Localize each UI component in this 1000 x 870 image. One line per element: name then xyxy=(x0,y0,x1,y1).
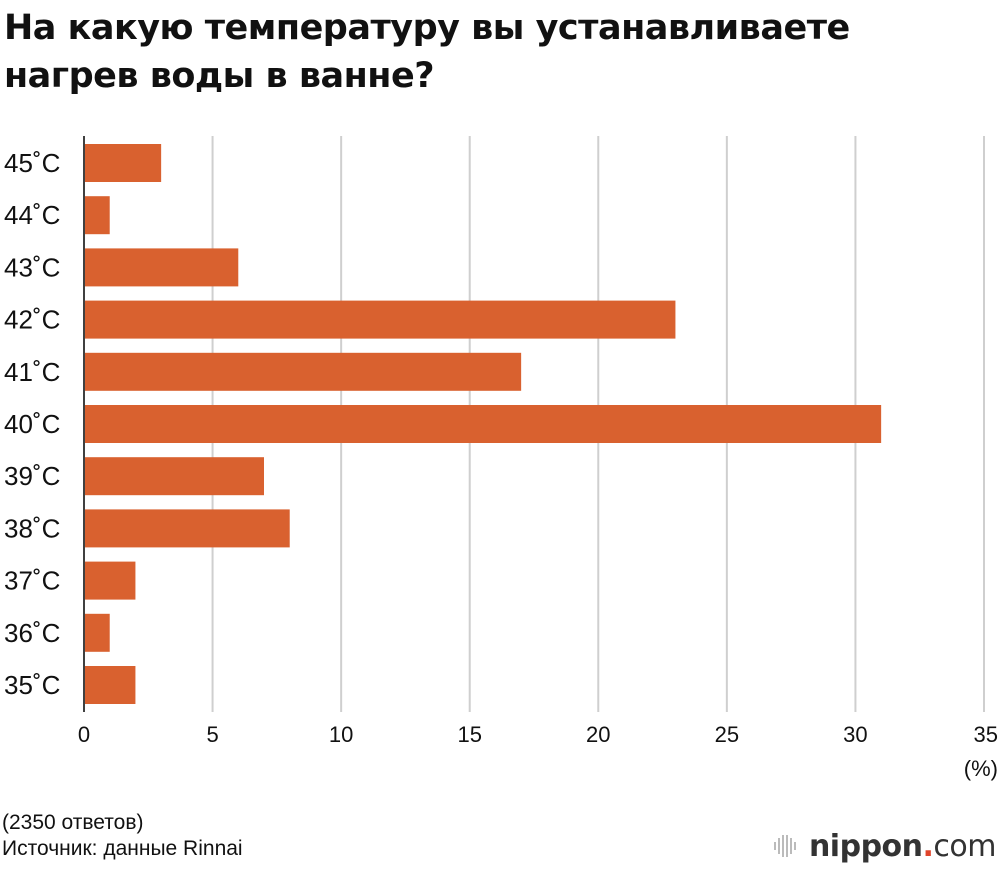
bar xyxy=(85,561,136,600)
bar xyxy=(85,144,162,182)
category-label: 45˚C xyxy=(4,148,60,178)
x-tick-labels: 0 5 10 15 20 25 30 35 xyxy=(78,722,998,747)
x-tick-label: 10 xyxy=(329,722,353,747)
x-tick-label: 25 xyxy=(715,722,739,747)
x-unit-label: (%) xyxy=(964,756,998,781)
bar xyxy=(85,613,110,652)
category-label: 41˚C xyxy=(4,357,60,387)
nippon-logo-icon xyxy=(773,835,796,857)
x-tick-label: 20 xyxy=(586,722,610,747)
bars xyxy=(85,144,882,704)
bar xyxy=(85,352,522,391)
category-label: 39˚C xyxy=(4,461,60,491)
x-tick-label: 5 xyxy=(206,722,218,747)
bar-chart: 45˚C 44˚C 43˚C 42˚C 41˚C 40˚C 39˚C 38˚C 37˚C 36˚C… xyxy=(4,136,998,781)
category-label: 36˚C xyxy=(4,618,60,648)
x-tick-label: 30 xyxy=(843,722,867,747)
x-tick-label: 0 xyxy=(78,722,90,747)
nippon-logo: nippon.com xyxy=(773,826,996,866)
bar xyxy=(85,196,110,235)
category-label: 43˚C xyxy=(4,252,60,282)
logo-suffix: com xyxy=(933,828,996,864)
bar xyxy=(85,509,290,548)
source-note: Источник: данные Rinnai xyxy=(2,837,243,860)
category-label: 35˚C xyxy=(4,670,60,700)
x-tick-label: 35 xyxy=(974,722,998,747)
nippon-logo-text: nippon.com xyxy=(808,828,997,864)
category-label: 44˚C xyxy=(4,200,60,230)
bar xyxy=(85,248,239,287)
category-labels: 45˚C 44˚C 43˚C 42˚C 41˚C 40˚C 39˚C 38˚C 37˚C 36˚C… xyxy=(4,148,60,700)
category-label: 37˚C xyxy=(4,566,60,596)
bar xyxy=(85,405,882,443)
x-tick-label: 15 xyxy=(457,722,481,747)
chart-title: На какую температуру вы устанавливаете н… xyxy=(4,8,850,96)
category-label: 38˚C xyxy=(4,513,60,543)
category-label: 40˚C xyxy=(4,409,60,439)
bar xyxy=(85,457,264,496)
bar xyxy=(85,300,676,339)
logo-name: nippon xyxy=(808,828,923,864)
category-label: 42˚C xyxy=(4,305,60,335)
logo-dot: . xyxy=(922,828,934,864)
bar xyxy=(85,666,136,704)
responses-note: (2350 ответов) xyxy=(2,811,144,834)
